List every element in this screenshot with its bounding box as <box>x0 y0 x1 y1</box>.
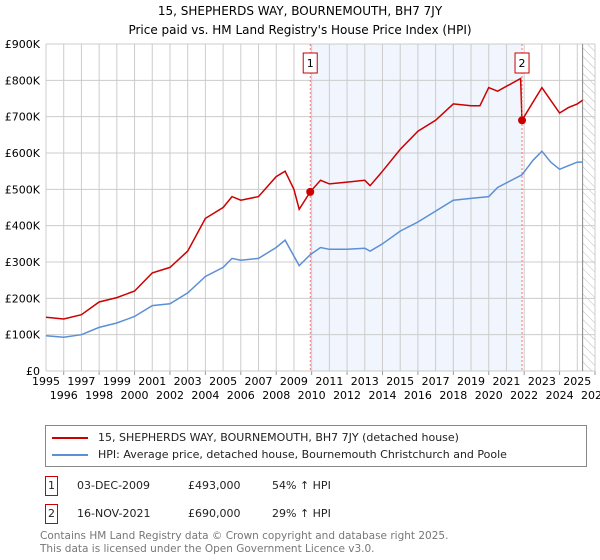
y-tick-label: £300K <box>5 256 41 269</box>
x-tick-label: 2015 <box>386 375 414 388</box>
x-tick-label: 1997 <box>67 375 95 388</box>
x-tick-label: 2006 <box>227 389 255 402</box>
y-tick-label: £600K <box>5 147 41 160</box>
shaded-period <box>310 44 523 371</box>
legend-swatch-red <box>52 436 88 439</box>
sale-label: 2 <box>519 57 526 70</box>
footer: Contains HM Land Registry data © Crown c… <box>40 530 448 556</box>
x-tick-label: 2001 <box>138 375 166 388</box>
legend-item-property: 15, SHEPHERDS WAY, BOURNEMOUTH, BH7 7JY … <box>52 431 459 444</box>
x-tick-label: 2004 <box>191 389 219 402</box>
x-tick-label: 2026 <box>581 389 600 402</box>
x-tick-label: 2007 <box>245 375 273 388</box>
legend-swatch-blue <box>52 453 88 456</box>
y-tick-label: £900K <box>5 38 41 51</box>
x-tick-label: 2002 <box>156 389 184 402</box>
legend: 15, SHEPHERDS WAY, BOURNEMOUTH, BH7 7JY … <box>45 425 587 467</box>
legend-label: HPI: Average price, detached house, Bour… <box>98 448 507 461</box>
legend-label: 15, SHEPHERDS WAY, BOURNEMOUTH, BH7 7JY … <box>98 431 459 444</box>
transaction-hpi: 54% ↑ HPI <box>272 479 331 492</box>
y-tick-label: £100K <box>5 329 41 342</box>
legend-item-hpi: HPI: Average price, detached house, Bour… <box>52 448 507 461</box>
transaction-row: 2 16-NOV-2021 £690,000 29% ↑ HPI <box>45 504 545 524</box>
transaction-number: 2 <box>45 504 58 524</box>
x-tick-label: 1996 <box>50 389 78 402</box>
x-tick-label: 2005 <box>209 375 237 388</box>
x-tick-label: 2021 <box>492 375 520 388</box>
sale-label-box <box>302 52 318 74</box>
x-tick-label: 2023 <box>528 375 556 388</box>
x-tick-label: 2012 <box>333 389 361 402</box>
y-tick-label: £800K <box>5 74 41 87</box>
x-tick-label: 2019 <box>457 375 485 388</box>
transaction-date: 16-NOV-2021 <box>77 507 151 520</box>
x-tick-label: 2003 <box>174 375 202 388</box>
x-tick-label: 2022 <box>510 389 538 402</box>
x-tick-label: 2010 <box>298 389 326 402</box>
x-tick-label: 2017 <box>422 375 450 388</box>
x-tick-label: 1995 <box>32 375 60 388</box>
x-tick-label: 2013 <box>351 375 379 388</box>
x-tick-label: 1998 <box>85 389 113 402</box>
transaction-date: 03-DEC-2009 <box>77 479 151 492</box>
forecast-hatch <box>582 44 595 371</box>
x-tick-label: 1999 <box>103 375 131 388</box>
transaction-price: £690,000 <box>188 507 241 520</box>
x-tick-label: 2024 <box>546 389 574 402</box>
footer-copyright: Contains HM Land Registry data © Crown c… <box>40 530 449 542</box>
chart-subtitle: Price paid vs. HM Land Registry's House … <box>128 23 471 37</box>
y-tick-label: £400K <box>5 220 41 233</box>
price-chart: 15, SHEPHERDS WAY, BOURNEMOUTH, BH7 7JY … <box>5 4 600 402</box>
transaction-price: £493,000 <box>188 479 241 492</box>
footer-licence: This data is licensed under the Open Gov… <box>40 543 375 555</box>
x-tick-label: 2025 <box>563 375 591 388</box>
sale-point <box>306 187 315 196</box>
transaction-hpi: 29% ↑ HPI <box>272 507 331 520</box>
sale-label: 1 <box>307 57 314 70</box>
y-tick-label: £700K <box>5 111 41 124</box>
x-tick-label: 2011 <box>315 375 343 388</box>
x-tick-label: 2016 <box>404 389 432 402</box>
transaction-row: 1 03-DEC-2009 £493,000 54% ↑ HPI <box>45 476 545 496</box>
chart-title: 15, SHEPHERDS WAY, BOURNEMOUTH, BH7 7JY <box>158 4 443 18</box>
x-tick-label: 2014 <box>368 389 396 402</box>
y-tick-label: £200K <box>5 292 41 305</box>
x-tick-label: 2008 <box>262 389 290 402</box>
x-tick-label: 2009 <box>280 375 308 388</box>
transaction-number: 1 <box>45 476 58 496</box>
x-tick-label: 2020 <box>475 389 503 402</box>
hpi-line <box>45 150 583 338</box>
x-tick-label: 2018 <box>439 389 467 402</box>
sale-point <box>518 116 527 125</box>
sale-label-box <box>514 52 530 74</box>
y-tick-label: £500K <box>5 183 41 196</box>
x-tick-label: 2000 <box>121 389 149 402</box>
y-tick-label: £0 <box>26 365 40 378</box>
